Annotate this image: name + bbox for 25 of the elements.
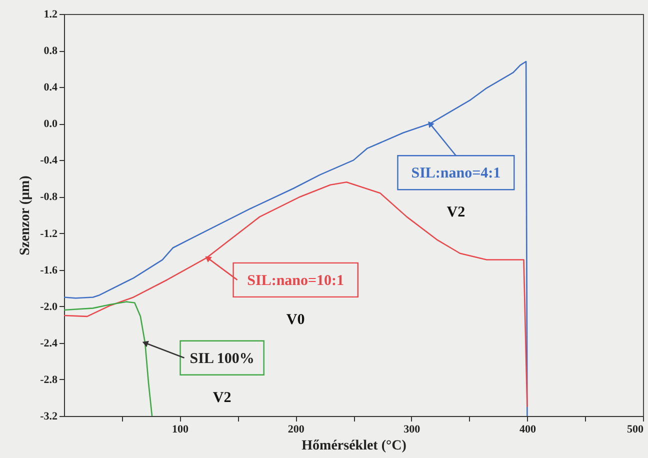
annotation: V0: [286, 312, 305, 328]
annotation: SIL:nano=10:1: [247, 272, 344, 289]
x-tick-label: 500: [627, 424, 644, 436]
y-tick-label: -0.8: [40, 191, 58, 204]
y-tick-label: -3.2: [40, 410, 58, 422]
y-tick-label: -1.6: [40, 264, 58, 276]
y-tick-label: -2.8: [40, 374, 58, 386]
x-tick-label: 200: [288, 424, 305, 436]
x-tick-label: 400: [519, 424, 536, 436]
x-tick-label: 300: [404, 424, 421, 436]
annotation: V2: [212, 390, 232, 406]
y-tick-label: 0.0: [44, 118, 58, 130]
y-tick-label: 1.2: [44, 8, 58, 20]
y-tick-label: 0.8: [44, 45, 58, 58]
y-tick-label: -2.4: [40, 337, 58, 350]
annotation: SIL 100%: [190, 350, 254, 367]
y-tick-label: -0.4: [40, 154, 58, 167]
y-axis-title: Szenzor (µm): [18, 175, 34, 256]
y-tick-label: -1.2: [40, 228, 58, 240]
y-tick-label: 0.4: [44, 82, 58, 94]
annotation: SIL:nano=4:1: [411, 166, 501, 182]
x-axis-title: Hőmérséklet (°C): [302, 438, 407, 454]
annotation: V2: [446, 204, 466, 221]
y-tick-label: -2.0: [40, 300, 58, 313]
x-tick-label: 100: [172, 424, 190, 436]
